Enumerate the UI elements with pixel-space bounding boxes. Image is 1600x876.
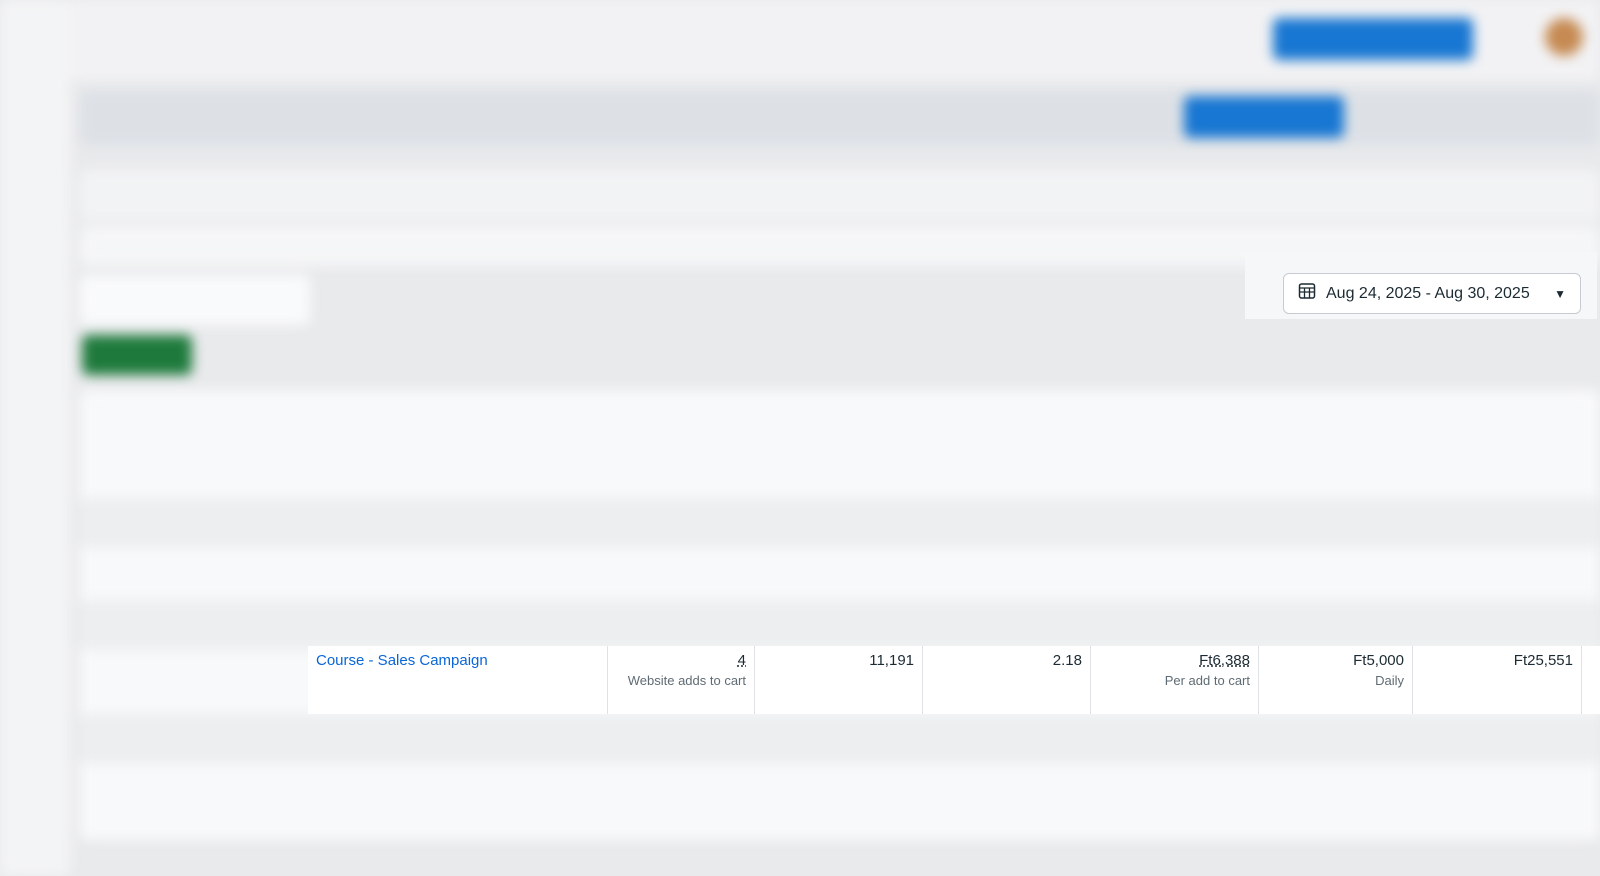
table-row: Course - Sales Campaign 4 Website adds t…: [308, 646, 1600, 714]
results-label: Website adds to cart: [627, 673, 746, 688]
results-value[interactable]: 4: [737, 652, 746, 669]
campaign-name-link[interactable]: Course - Sales Campaign: [316, 652, 488, 669]
cost-per-result-value[interactable]: Ft6,388: [1199, 652, 1250, 669]
cost-per-result-label: Per add to cart: [1164, 673, 1250, 688]
amount-spent-value: Ft25,551: [1513, 652, 1573, 669]
budget-value: Ft5,000: [1353, 652, 1404, 669]
date-range-picker[interactable]: Aug 24, 2025 - Aug 30, 2025 ▼: [1283, 273, 1581, 314]
date-range-panel: Aug 24, 2025 - Aug 30, 2025 ▼: [1245, 252, 1597, 319]
date-range-label: Aug 24, 2025 - Aug 30, 2025: [1326, 284, 1530, 302]
frequency-value: 2.18: [1052, 652, 1082, 669]
budget-label: Daily: [1375, 673, 1404, 688]
caret-down-icon: ▼: [1554, 286, 1566, 301]
calendar-icon: [1298, 282, 1316, 305]
reach-value: 11,191: [869, 652, 914, 669]
